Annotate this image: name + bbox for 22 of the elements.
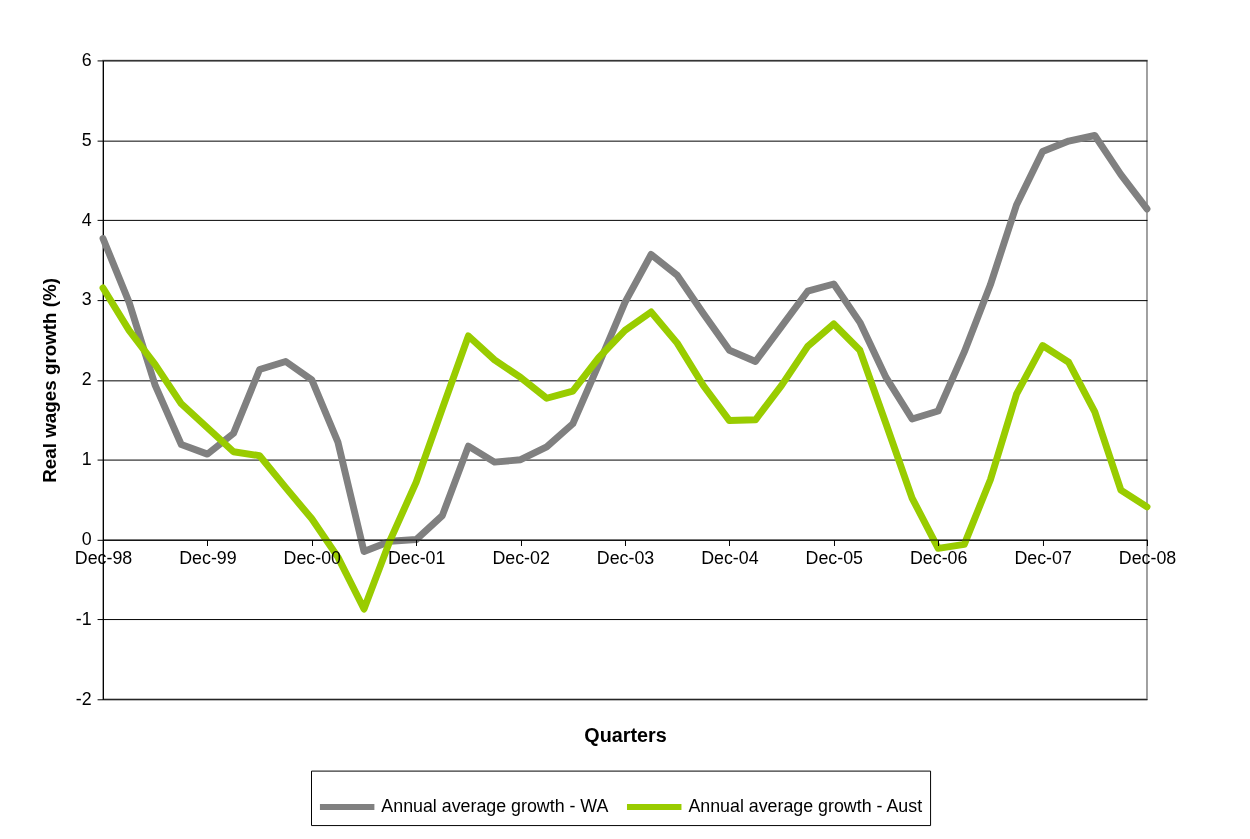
x-tick-label: Dec-01	[387, 547, 446, 568]
y-tick-label: -1	[75, 608, 92, 629]
y-axis-title: Real wages growth (%)	[38, 277, 60, 483]
x-tick-label: Dec-05	[805, 547, 864, 568]
y-tick-label: 4	[81, 209, 92, 230]
y-tick-label: 6	[81, 49, 92, 70]
x-tick-label: Dec-07	[1014, 547, 1072, 568]
legend-label: Annual average growth - WA	[381, 795, 609, 816]
x-tick-label: Dec-06	[909, 547, 968, 568]
y-tick-label: 1	[81, 449, 92, 470]
x-tick-label: Dec-08	[1118, 547, 1177, 568]
y-tick-label: 3	[81, 289, 92, 310]
x-tick-label: Dec-03	[596, 547, 655, 568]
x-axis-title: Quarters	[584, 724, 667, 747]
legend-label: Annual average growth - Aust	[688, 795, 923, 816]
x-tick-label: Dec-99	[179, 547, 237, 568]
y-tick-label: 0	[81, 529, 92, 550]
x-tick-label: Dec-02	[492, 547, 550, 568]
y-tick-label: -2	[75, 688, 92, 709]
y-tick-label: 5	[81, 129, 92, 150]
x-tick-label: Dec-04	[701, 547, 759, 568]
y-tick-label: 2	[81, 369, 92, 390]
